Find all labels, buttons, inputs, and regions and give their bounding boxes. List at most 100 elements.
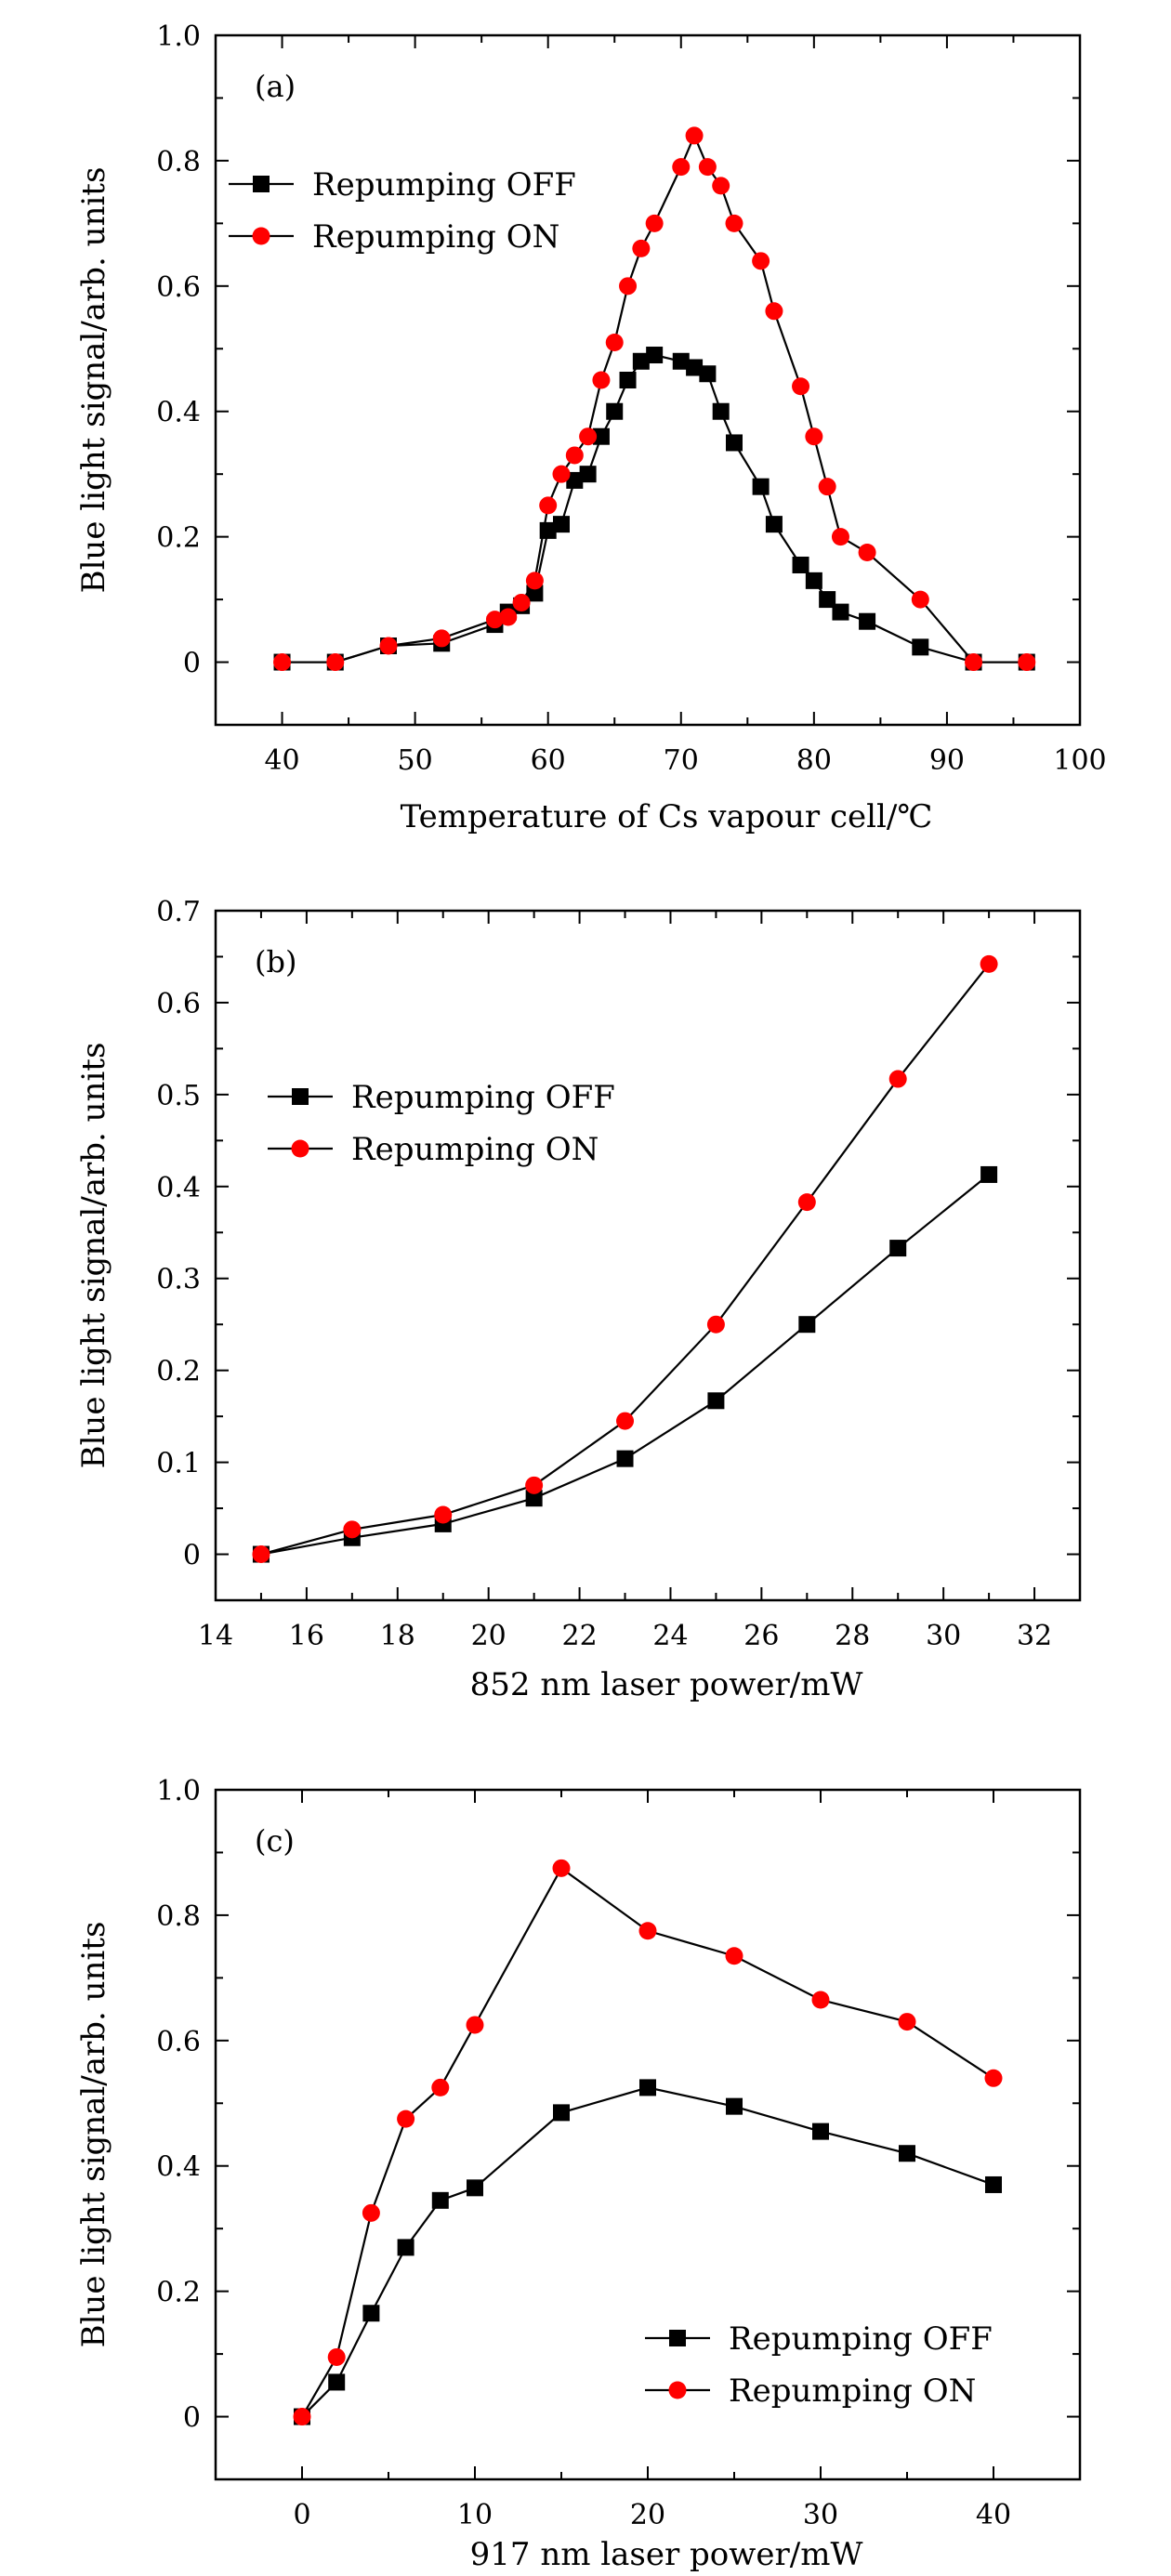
legend: Repumping OFF Repumping ON bbox=[229, 166, 576, 256]
data-point-circle bbox=[797, 1193, 816, 1212]
plot-frame bbox=[214, 33, 1082, 727]
data-point-square bbox=[726, 2097, 743, 2115]
data-point-square bbox=[672, 352, 690, 370]
series-repumping-on bbox=[273, 126, 1036, 672]
data-point-square bbox=[686, 359, 704, 376]
data-point-square bbox=[566, 471, 584, 489]
x-tick-label: 40 bbox=[976, 2499, 1011, 2531]
data-point-square bbox=[616, 1450, 634, 1467]
series-line bbox=[282, 353, 1027, 664]
series-line bbox=[301, 1866, 994, 2418]
data-point-square bbox=[765, 516, 783, 533]
data-point-square bbox=[397, 2239, 414, 2256]
data-point-circle bbox=[326, 653, 345, 672]
data-point-circle bbox=[466, 2016, 484, 2034]
data-point-circle bbox=[397, 2109, 415, 2128]
data-point-circle bbox=[645, 214, 664, 232]
data-point-circle bbox=[685, 126, 704, 145]
y-tick-label: 0.4 bbox=[156, 2151, 201, 2184]
legend-marker-square bbox=[292, 1088, 309, 1105]
x-tick-label: 30 bbox=[926, 1620, 961, 1652]
series-repumping-on bbox=[293, 1859, 1003, 2426]
y-tick-label: 1.0 bbox=[156, 20, 201, 53]
legend-marker-circle bbox=[252, 227, 270, 245]
data-point-circle bbox=[805, 427, 823, 446]
x-tick-label: 18 bbox=[380, 1620, 415, 1652]
data-point-square bbox=[431, 2191, 449, 2209]
data-point-circle bbox=[712, 177, 730, 195]
data-point-circle bbox=[811, 1991, 830, 2009]
data-point-square bbox=[646, 347, 664, 364]
data-point-square bbox=[328, 2373, 346, 2391]
x-tick-label: 16 bbox=[289, 1620, 324, 1652]
x-axis-label: 852 nm laser power/mW bbox=[470, 1666, 863, 1703]
x-tick-label: 28 bbox=[835, 1620, 870, 1652]
chart-panel-b: 14 16 18 20 22 24 26 28 30 32 0 0.1 0.2 0.3 0.4 0.5 0.6 0… bbox=[75, 896, 1082, 1703]
data-point-circle bbox=[619, 277, 638, 296]
y-tick-label: 0 bbox=[183, 2402, 201, 2435]
x-tick-label: 10 bbox=[457, 2499, 493, 2531]
data-point-circle bbox=[552, 1859, 571, 1877]
data-point-circle bbox=[1018, 653, 1036, 672]
data-point-circle bbox=[965, 653, 983, 672]
y-tick-label: 0.2 bbox=[156, 1356, 201, 1388]
data-point-square bbox=[632, 352, 650, 370]
data-point-circle bbox=[698, 158, 717, 177]
data-point-circle bbox=[792, 377, 810, 396]
data-point-square bbox=[699, 365, 717, 383]
data-point-square bbox=[362, 2305, 380, 2322]
x-tick-label: 26 bbox=[743, 1620, 779, 1652]
panel-label: (a) bbox=[255, 69, 296, 104]
data-point-circle bbox=[765, 302, 783, 321]
data-point-circle bbox=[431, 2078, 450, 2096]
legend-marker-square bbox=[669, 2330, 686, 2346]
x-tick-label: 0 bbox=[293, 2499, 310, 2531]
data-point-square bbox=[899, 2145, 915, 2162]
data-point-square bbox=[812, 2123, 829, 2140]
legend-label: Repumping ON bbox=[729, 2372, 976, 2410]
x-tick-label: 30 bbox=[803, 2499, 838, 2531]
legend-label: Repumping OFF bbox=[312, 166, 576, 204]
legend: Repumping OFF Repumping ON bbox=[268, 1079, 615, 1168]
data-point-square bbox=[912, 638, 929, 656]
data-point-circle bbox=[605, 334, 624, 352]
data-point-circle bbox=[592, 371, 611, 389]
data-point-circle bbox=[706, 1315, 725, 1334]
data-point-square bbox=[467, 2179, 483, 2197]
y-tick-label: 0 bbox=[183, 1540, 201, 1572]
x-tick-label: 60 bbox=[531, 744, 566, 777]
data-point-circle bbox=[512, 593, 531, 611]
x-axis-label: 917 nm laser power/mW bbox=[470, 2536, 863, 2573]
series-repumping-on bbox=[252, 954, 998, 1564]
y-tick-label: 0.8 bbox=[156, 1900, 201, 1933]
data-point-circle bbox=[984, 2069, 1003, 2087]
x-tick-label: 40 bbox=[264, 744, 299, 777]
data-point-circle bbox=[898, 2013, 916, 2031]
series-line bbox=[260, 1174, 990, 1556]
data-point-circle bbox=[432, 629, 451, 648]
data-point-circle bbox=[485, 611, 504, 629]
data-point-square bbox=[553, 2104, 570, 2122]
data-point-square bbox=[726, 434, 743, 452]
x-tick-label: 32 bbox=[1017, 1620, 1052, 1652]
data-point-circle bbox=[638, 1922, 657, 1940]
series-repumping-off bbox=[273, 347, 1035, 671]
data-point-circle bbox=[616, 1412, 635, 1430]
data-point-square bbox=[553, 516, 570, 533]
data-point-circle bbox=[632, 239, 651, 257]
data-point-circle bbox=[327, 2347, 346, 2366]
chart-panel-c: 0 10 20 30 40 0 0.2 0.4 0.6 0.8 1.0 917 nm laser po… bbox=[75, 1775, 1082, 2573]
data-point-square bbox=[792, 556, 809, 573]
data-point-square bbox=[980, 1165, 998, 1183]
legend-marker-circle bbox=[668, 2381, 687, 2399]
data-point-circle bbox=[499, 608, 518, 626]
data-point-circle bbox=[888, 1070, 907, 1088]
y-tick-label: 0.5 bbox=[156, 1080, 201, 1112]
data-point-square bbox=[819, 591, 836, 609]
data-point-circle bbox=[858, 544, 876, 561]
data-point-circle bbox=[362, 2203, 380, 2222]
data-point-circle bbox=[273, 653, 292, 672]
series-line bbox=[301, 2086, 994, 2418]
x-tick-label: 50 bbox=[398, 744, 433, 777]
data-point-square bbox=[525, 1490, 543, 1507]
